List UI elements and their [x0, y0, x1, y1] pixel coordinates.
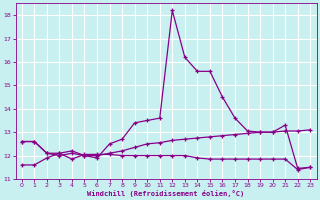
X-axis label: Windchill (Refroidissement éolien,°C): Windchill (Refroidissement éolien,°C)	[87, 190, 245, 197]
